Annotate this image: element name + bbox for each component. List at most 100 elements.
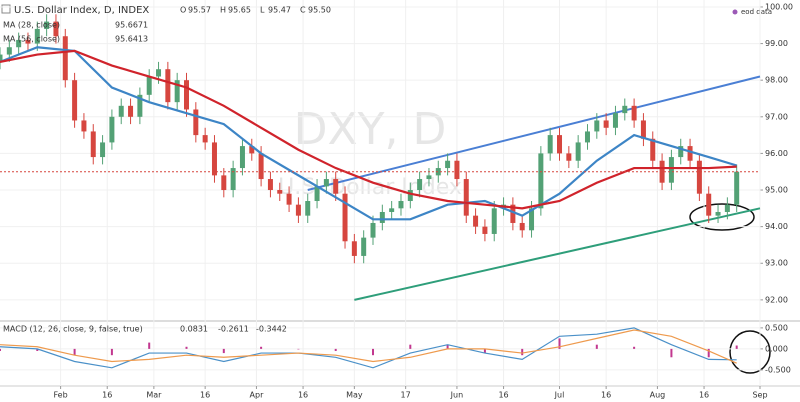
candle-body	[706, 193, 712, 216]
x-tick-label: Sep	[752, 391, 767, 400]
ohlc-value: 95.50	[308, 6, 331, 15]
candle-body	[174, 80, 180, 103]
candle-body	[361, 237, 367, 256]
x-tick-label: 16	[498, 391, 508, 400]
candle-body	[100, 142, 106, 158]
candle-body	[715, 211, 721, 216]
candle-body	[622, 105, 628, 114]
y-tick-label: 93.00	[765, 259, 788, 268]
candle-body	[221, 175, 227, 191]
ohlc-name: O	[180, 6, 186, 15]
candle-body	[557, 135, 563, 154]
candle-body	[370, 222, 376, 238]
histogram-bar	[222, 348, 225, 354]
candle-body	[650, 138, 656, 161]
chart-title: U.S. Dollar Index, D, INDEX	[14, 5, 149, 16]
annotation-ellipse	[689, 203, 755, 231]
candle-body	[417, 179, 423, 191]
histogram-bar	[148, 342, 151, 349]
candle-body	[323, 179, 329, 187]
candle-body	[519, 222, 525, 231]
legend-label: MA (28, close)	[3, 21, 60, 30]
histogram-bar	[483, 348, 486, 354]
candle-body	[435, 168, 441, 176]
candle-body	[286, 193, 292, 205]
candle-body	[81, 120, 87, 132]
candle-body	[211, 142, 217, 176]
candle-body	[678, 146, 684, 158]
candle-body	[109, 116, 115, 143]
candle-body	[137, 94, 143, 117]
histogram-bar	[297, 348, 300, 350]
candle-body	[529, 208, 535, 231]
ohlc-value: 95.47	[268, 6, 291, 15]
candle-body	[482, 226, 488, 234]
candle-body	[6, 47, 12, 55]
candle-body	[566, 153, 572, 161]
histogram-bar	[521, 348, 524, 356]
histogram-bar	[707, 348, 710, 358]
histogram-bar	[36, 348, 39, 351]
candle-body	[25, 39, 31, 44]
candle-body	[454, 160, 460, 180]
y-tick-label: 99.00	[765, 39, 788, 48]
candle-body	[351, 241, 357, 256]
x-tick-label: 16	[200, 391, 210, 400]
candle-body	[184, 80, 190, 110]
y-tick-label: 0.500	[765, 323, 788, 332]
candle-body	[156, 69, 162, 77]
histogram-bar	[185, 346, 188, 349]
histogram-bar	[633, 346, 636, 349]
x-tick-label: 16	[601, 391, 611, 400]
x-tick-label: Aug	[650, 391, 666, 400]
source-label: eod data	[741, 8, 772, 16]
candle-body	[202, 135, 208, 143]
collapse-icon[interactable]	[1, 4, 11, 14]
trend-line	[307, 75, 761, 191]
trend-line	[354, 207, 761, 301]
candle-body	[510, 204, 516, 223]
source-dot	[732, 9, 738, 15]
candle-body	[0, 54, 3, 62]
macd-line	[0, 329, 737, 364]
candle-body	[305, 201, 311, 216]
candle-body	[165, 69, 171, 103]
x-tick-label: May	[346, 391, 363, 400]
candle-body	[333, 179, 339, 194]
watermark-subtitle: U.S. Dollar Index	[278, 175, 462, 200]
histogram-bar	[558, 338, 561, 349]
candle-body	[603, 120, 609, 128]
x-tick-label: Feb	[54, 391, 68, 400]
histogram-bar	[735, 345, 738, 349]
histogram-bar	[110, 348, 113, 356]
candle-body	[277, 190, 283, 194]
candle-body	[445, 160, 451, 169]
candle-body	[34, 28, 40, 44]
candle-body	[53, 21, 59, 37]
panel-title: MACD (12, 26, close, 9, false, true)	[3, 325, 143, 334]
candle-body	[547, 135, 553, 154]
x-tick-label: Apr	[250, 391, 265, 400]
ohlc-value: 95.57	[188, 6, 211, 15]
candle-body	[72, 80, 78, 121]
candle-body	[473, 215, 479, 227]
candle-body	[230, 168, 236, 191]
x-tick-label: 16	[298, 391, 308, 400]
candle-body	[538, 153, 544, 209]
candle-body	[491, 208, 497, 234]
ohlc-name: L	[260, 6, 265, 15]
candle-body	[193, 109, 199, 136]
candle-body	[659, 160, 665, 183]
x-tick-label: Mar	[146, 391, 162, 400]
candle-body	[407, 190, 413, 202]
histogram-bar	[409, 344, 412, 349]
candle-body	[389, 208, 395, 212]
candle-body	[584, 131, 590, 143]
candle-body	[631, 105, 637, 121]
y-tick-label: 96.00	[765, 149, 788, 158]
y-tick-label: 94.00	[765, 222, 788, 231]
moving-average	[0, 46, 738, 221]
y-tick-label: 95.00	[765, 186, 788, 195]
candle-body	[724, 204, 730, 212]
